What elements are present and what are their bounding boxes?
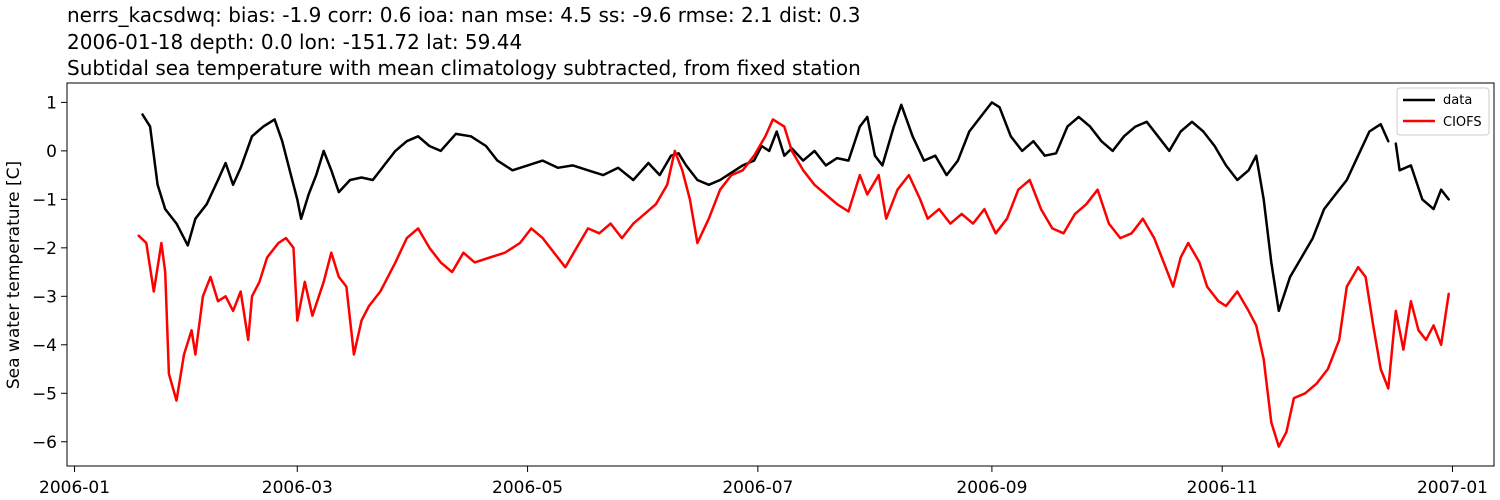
- x-tick-label: 2006-01: [39, 478, 110, 498]
- y-tick-label: −4: [32, 336, 57, 356]
- x-tick-label: 2006-09: [956, 478, 1027, 498]
- series-line-data: [141, 101, 1450, 313]
- series-line-ciofs: [137, 118, 1450, 448]
- y-tick-label: −3: [32, 287, 57, 307]
- plot-lines: [137, 101, 1450, 448]
- x-tick-label: 2006-11: [1187, 478, 1258, 498]
- chart-title-line-2: 2006-01-18 depth: 0.0 lon: -151.72 lat: …: [67, 30, 522, 54]
- plot-frame: [66, 82, 1495, 467]
- x-tick-label: 2006-07: [722, 478, 793, 498]
- y-tick-label: 0: [46, 142, 57, 162]
- y-tick-label: −1: [32, 190, 57, 210]
- y-tick-label: −5: [32, 384, 57, 404]
- y-axis: 1 0 −1 −2 −3 −4 −5 −6: [32, 93, 67, 453]
- y-tick-label: 1: [46, 93, 57, 113]
- x-tick-label: 2007-01: [1417, 478, 1488, 498]
- x-tick-label: 2006-05: [492, 478, 563, 498]
- chart-title-line-1: nerrs_kacsdwq: bias: -1.9 corr: 0.6 ioa:…: [67, 3, 861, 27]
- legend: data CIOFS: [1396, 87, 1490, 136]
- chart-title-line-3: Subtidal sea temperature with mean clima…: [67, 56, 861, 80]
- legend-label-ciofs: CIOFS: [1443, 115, 1482, 130]
- legend-label-data: data: [1443, 93, 1472, 108]
- y-axis-label: Sea water temperature [C]: [4, 161, 24, 389]
- y-tick-label: −2: [32, 239, 57, 259]
- y-tick-label: −6: [32, 433, 57, 453]
- x-axis: 2006-01 2006-03 2006-05 2006-07 2006-09 2006-…: [39, 466, 1488, 498]
- x-tick-label: 2006-03: [262, 478, 333, 498]
